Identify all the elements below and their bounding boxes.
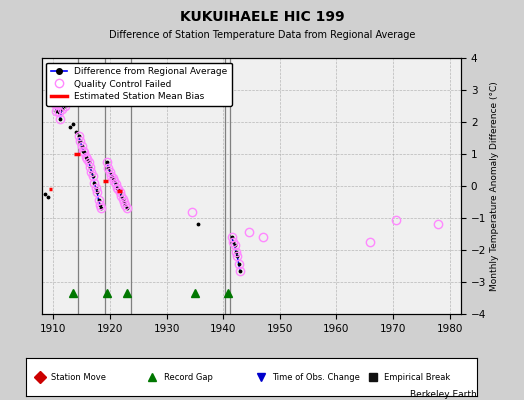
Text: Record Gap: Record Gap [163, 372, 213, 382]
Text: KUKUIHAELE HIC 199: KUKUIHAELE HIC 199 [180, 10, 344, 24]
Y-axis label: Monthly Temperature Anomaly Difference (°C): Monthly Temperature Anomaly Difference (… [490, 81, 499, 291]
Text: Berkeley Earth: Berkeley Earth [410, 390, 477, 399]
Text: Empirical Break: Empirical Break [385, 372, 451, 382]
Legend: Difference from Regional Average, Quality Control Failed, Estimated Station Mean: Difference from Regional Average, Qualit… [47, 62, 232, 106]
Text: Difference of Station Temperature Data from Regional Average: Difference of Station Temperature Data f… [109, 30, 415, 40]
Text: Time of Obs. Change: Time of Obs. Change [272, 372, 359, 382]
Text: Station Move: Station Move [51, 372, 106, 382]
